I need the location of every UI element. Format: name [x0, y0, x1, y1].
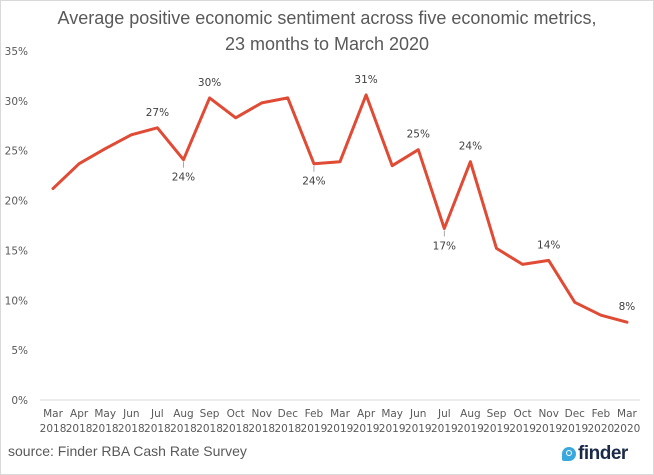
x-tick-label-year: 2019	[535, 423, 562, 435]
y-tick-label: 10%	[5, 295, 28, 307]
x-tick-label-year: 2019	[509, 423, 536, 435]
finder-logo: finder	[562, 444, 628, 463]
y-tick-label: 5%	[11, 345, 28, 357]
x-tick-label-month: Jul	[150, 408, 164, 420]
x-tick-label-month: Mar	[330, 408, 350, 420]
data-label: 24%	[172, 172, 195, 184]
x-tick-label-year: 2018	[144, 423, 171, 435]
y-tick-label: 15%	[5, 245, 28, 257]
x-tick-label-year: 2018	[248, 423, 275, 435]
chart-title: Average positive economic sentiment acro…	[58, 8, 597, 28]
x-tick-label-year: 2019	[405, 423, 432, 435]
data-label: 31%	[354, 74, 377, 86]
y-axis: 0% 5% 10% 15% 20% 25% 30% 35%	[5, 46, 28, 407]
y-tick-label: 30%	[5, 96, 28, 108]
x-tick-label-year: 2018	[40, 423, 67, 435]
x-tick-label-month: Jul	[437, 408, 451, 420]
x-tick-label-month: Jun	[122, 408, 139, 420]
y-tick-label: 0%	[11, 395, 28, 407]
source-note: source: Finder RBA Cash Rate Survey	[8, 443, 247, 459]
logo-text: finder	[578, 443, 628, 464]
x-tick-label-month: Sep	[487, 408, 507, 420]
x-tick-label-year: 2019	[379, 423, 406, 435]
data-label: 14%	[537, 239, 560, 251]
x-tick-label-year: 2018	[170, 423, 197, 435]
x-tick-label-year: 2019	[457, 423, 484, 435]
x-tick-label-month: Aug	[460, 408, 481, 420]
x-tick-label-year: 2019	[431, 423, 458, 435]
x-tick-label-month: Sep	[200, 408, 220, 420]
data-label: 17%	[433, 240, 456, 252]
x-tick-label-month: Dec	[565, 408, 586, 420]
x-tick-label-month: Aug	[173, 408, 194, 420]
series-line	[51, 93, 629, 324]
x-tick-label-year: 2019	[301, 423, 328, 435]
data-label: 27%	[146, 107, 169, 119]
x-tick-label-month: Oct	[227, 408, 245, 420]
data-label: 24%	[302, 176, 325, 188]
y-tick-label: 35%	[5, 46, 28, 58]
x-tick-label-month: Jun	[409, 408, 426, 420]
x-tick-label-month: Oct	[514, 408, 532, 420]
y-tick-label: 25%	[5, 146, 28, 158]
x-tick-label-month: Feb	[305, 408, 324, 420]
x-tick-label-year: 2018	[274, 423, 301, 435]
x-tick-label-month: Dec	[278, 408, 299, 420]
x-axis: Mar2018Apr2018May2018Jun2018Jul2018Aug20…	[40, 399, 641, 435]
x-tick-label-year: 2018	[66, 423, 93, 435]
x-tick-label-month: May	[94, 408, 116, 420]
x-tick-label-month: Apr	[70, 408, 89, 420]
x-tick-label-year: 2019	[483, 423, 510, 435]
x-tick-label-year: 2018	[118, 423, 145, 435]
x-tick-label-month: Nov	[251, 408, 272, 420]
x-tick-label-month: May	[381, 408, 403, 420]
x-tick-label-month: Nov	[538, 408, 559, 420]
x-tick-label-year: 2020	[614, 423, 641, 435]
y-tick-label: 20%	[5, 196, 28, 208]
data-label: 8%	[619, 301, 636, 313]
x-tick-label-month: Mar	[43, 408, 63, 420]
search-drop-icon	[562, 446, 576, 461]
x-tick-label-year: 2019	[353, 423, 380, 435]
data-label: 30%	[198, 77, 221, 89]
x-tick-label-year: 2019	[561, 423, 588, 435]
data-labels: 27% 24% 30% 24% 31% 25% 17% 24% 14% 8%	[146, 74, 636, 313]
data-label: 25%	[407, 129, 430, 141]
x-tick-label-month: Feb	[592, 408, 611, 420]
plot-area	[51, 93, 629, 324]
x-tick-label-year: 2019	[327, 423, 354, 435]
x-tick-label-month: Mar	[617, 408, 637, 420]
x-tick-label-year: 2020	[588, 423, 615, 435]
x-tick-label-year: 2018	[196, 423, 223, 435]
x-tick-label-year: 2018	[92, 423, 119, 435]
chart-subtitle: 23 months to March 2020	[225, 34, 429, 54]
x-tick-label-month: Apr	[357, 408, 376, 420]
data-label: 24%	[459, 141, 482, 153]
x-tick-label-year: 2018	[222, 423, 249, 435]
